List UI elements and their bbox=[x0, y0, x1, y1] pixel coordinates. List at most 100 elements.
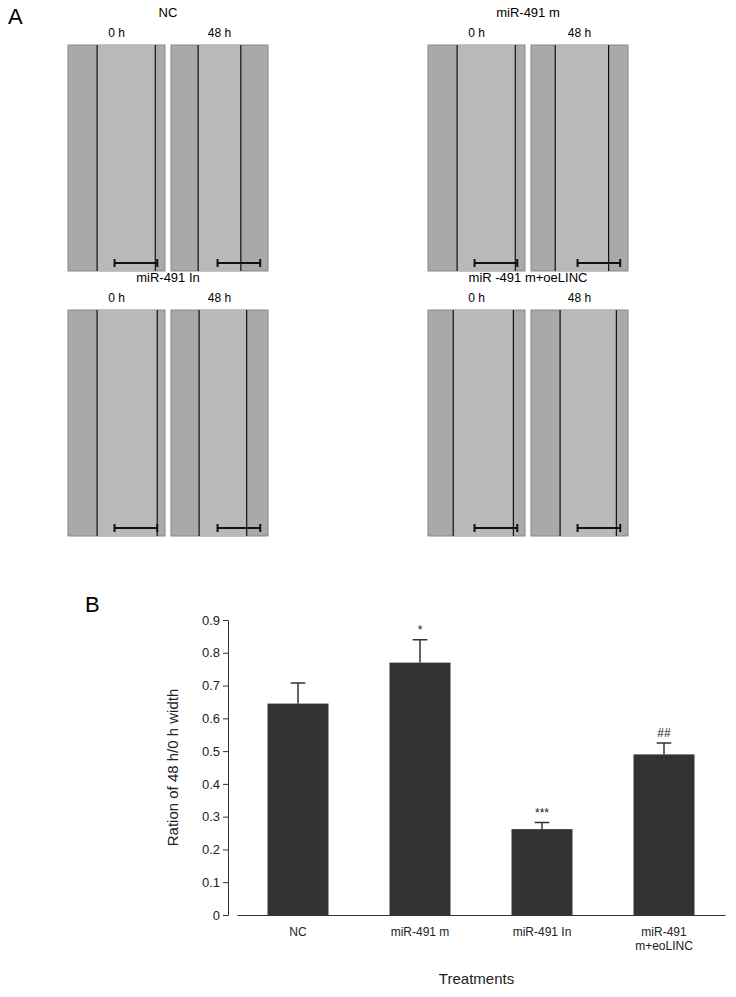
figure: ANC0 h48 hmiR-491 m0 h48 hmiR-491 In0 h4… bbox=[0, 0, 736, 997]
panel-title: NC bbox=[159, 5, 178, 20]
y-tick: 0.3 bbox=[202, 809, 228, 824]
scratch-edge bbox=[155, 45, 156, 271]
y-tick-label: 0.4 bbox=[202, 777, 220, 792]
y-tick-mark bbox=[223, 620, 228, 621]
panel-title: miR-491 In bbox=[136, 270, 200, 285]
micrograph bbox=[428, 310, 525, 536]
scratch-edge bbox=[515, 45, 516, 271]
bar bbox=[634, 754, 695, 915]
error-bar bbox=[413, 640, 428, 663]
y-tick: 0.9 bbox=[202, 613, 228, 628]
scale-bar bbox=[218, 524, 261, 532]
scale-bar bbox=[475, 259, 518, 267]
y-tick-label: 0.1 bbox=[202, 875, 220, 890]
scratch-area bbox=[453, 310, 513, 536]
y-axis-title: Ration of 48 h/0 h width bbox=[164, 689, 181, 847]
time-label: 0 h bbox=[108, 26, 125, 40]
y-tick-label: 0.5 bbox=[202, 744, 220, 759]
micrograph bbox=[428, 45, 525, 271]
scratch-edge bbox=[559, 310, 560, 536]
y-axis: 0 0.1 0.2 0.3 0.4 0.5 0.6 0.7 0.8 0.9 bbox=[202, 613, 229, 923]
time-label: 48 h bbox=[208, 26, 231, 40]
bar bbox=[512, 829, 573, 915]
x-tick-label: miR-491m+eoLINC bbox=[635, 925, 693, 953]
scratch-edge bbox=[453, 310, 454, 536]
y-tick: 0 bbox=[213, 908, 228, 923]
micrograph bbox=[68, 45, 165, 271]
significance-label: ## bbox=[657, 726, 671, 740]
x-axis: NC miR-491 m miR-491 In miR-491m+eoLINC bbox=[238, 915, 726, 953]
scale-bar bbox=[218, 259, 261, 267]
time-label: 0 h bbox=[468, 291, 485, 305]
y-tick-label: 0.6 bbox=[202, 711, 220, 726]
significance-label: * bbox=[418, 623, 423, 637]
y-tick-mark bbox=[223, 653, 228, 654]
y-tick-label: 0.9 bbox=[202, 613, 220, 628]
y-tick-mark bbox=[223, 915, 228, 916]
time-label: 48 h bbox=[208, 291, 231, 305]
image-panel: miR -491 m+oeLINC 0 h 48 h bbox=[428, 270, 628, 536]
y-tick-mark bbox=[223, 686, 228, 687]
scratch-edge bbox=[199, 310, 200, 536]
y-tick-label: 0.3 bbox=[202, 809, 220, 824]
micrograph bbox=[68, 310, 165, 536]
y-tick-label: 0.7 bbox=[202, 678, 220, 693]
scratch-edge bbox=[240, 45, 241, 271]
error-bar bbox=[657, 743, 672, 754]
x-tick-label: miR-491 m bbox=[391, 925, 450, 939]
micrograph bbox=[171, 310, 268, 536]
time-label: 48 h bbox=[568, 291, 591, 305]
y-tick: 0.1 bbox=[202, 875, 228, 890]
y-tick-label: 0 bbox=[213, 908, 220, 923]
scale-bar bbox=[578, 259, 621, 267]
scale-bar bbox=[115, 259, 158, 267]
panel-title: miR -491 m+oeLINC bbox=[469, 270, 588, 285]
image-panel: miR-491 In0 h48 h bbox=[68, 270, 268, 536]
scratch-edge bbox=[246, 310, 247, 536]
error-bar bbox=[291, 683, 306, 704]
y-tick-mark bbox=[223, 751, 228, 752]
x-tick: miR-491m+eoLINC bbox=[635, 915, 693, 953]
panel-label: B bbox=[85, 592, 100, 617]
y-tick-mark bbox=[223, 718, 228, 719]
scratch-edge bbox=[96, 310, 97, 536]
x-tick-label: NC bbox=[289, 925, 307, 939]
significance-label: *** bbox=[535, 806, 549, 820]
x-axis-title: Treatments bbox=[439, 970, 514, 987]
scratch-area bbox=[198, 45, 241, 271]
scratch-area bbox=[97, 310, 157, 536]
panel-label: A bbox=[8, 4, 23, 29]
y-tick: 0.5 bbox=[202, 744, 228, 759]
plot-area bbox=[268, 640, 695, 915]
x-tick-label: miR-491 In bbox=[513, 925, 572, 939]
y-tick-label: 0.2 bbox=[202, 842, 220, 857]
scratch-edge bbox=[198, 45, 199, 271]
x-tick: miR-491 In bbox=[513, 915, 572, 939]
image-panel: miR-491 m 0 h 48 h bbox=[428, 5, 628, 271]
micrograph bbox=[531, 45, 628, 271]
scratch-area bbox=[555, 45, 608, 271]
y-tick-mark bbox=[223, 849, 228, 850]
y-tick-label: 0.8 bbox=[202, 645, 220, 660]
scratch-edge bbox=[513, 310, 514, 536]
scratch-area bbox=[560, 310, 616, 536]
scratch-edge bbox=[157, 310, 158, 536]
y-tick: 0.4 bbox=[202, 777, 228, 792]
panel-title: miR-491 m bbox=[496, 5, 560, 20]
x-tick: NC bbox=[289, 915, 307, 939]
y-tick: 0.7 bbox=[202, 678, 228, 693]
scratch-edge bbox=[555, 45, 556, 271]
x-axis-line bbox=[238, 915, 726, 916]
scratch-area bbox=[97, 45, 155, 271]
y-tick-mark bbox=[223, 784, 228, 785]
micrograph bbox=[171, 45, 268, 271]
image-panel: NC 0 h 48 h bbox=[68, 5, 268, 271]
bar bbox=[268, 704, 329, 915]
y-tick: 0.2 bbox=[202, 842, 228, 857]
y-tick-mark bbox=[223, 817, 228, 818]
time-label: 0 h bbox=[468, 26, 485, 40]
scratch-edge bbox=[608, 45, 609, 271]
scratch-edge bbox=[457, 45, 458, 271]
time-label: 48 h bbox=[568, 26, 591, 40]
scale-bar bbox=[475, 524, 518, 532]
